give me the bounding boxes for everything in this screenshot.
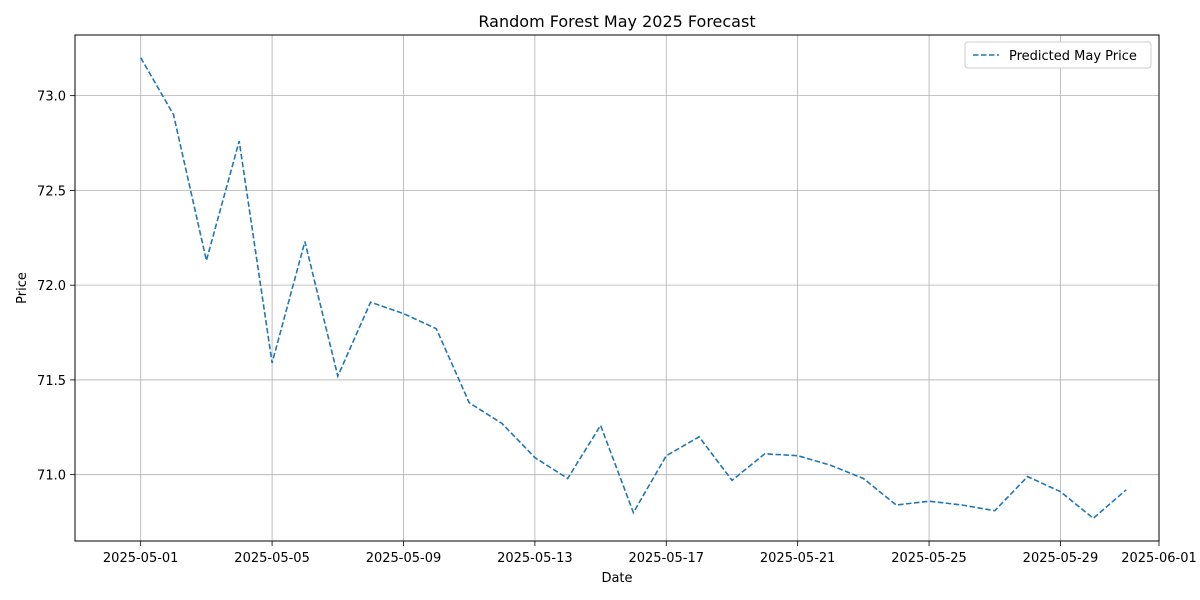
series-layer — [140, 57, 1127, 520]
y-tick-label: 71.0 — [37, 469, 66, 484]
y-axis: 71.0 71.5 72.0 72.5 73.0 — [37, 90, 75, 484]
plot-frame — [74, 34, 1160, 542]
y-tick-label: 73.0 — [37, 90, 66, 105]
series-line — [140, 57, 1127, 520]
y-tick-label: 72.0 — [37, 279, 66, 294]
legend: Predicted May Price — [964, 41, 1152, 69]
legend-label: Predicted May Price — [1009, 49, 1137, 64]
x-axis: 2025-05-01 2025-05-05 2025-05-09 2025-05-13… — [103, 541, 1197, 566]
x-tick-label: 2025-05-13 — [497, 551, 573, 566]
x-tick-label: 2025-06-01 — [1121, 551, 1197, 566]
y-tick-label: 72.5 — [37, 184, 66, 199]
x-axis-label: Date — [601, 571, 632, 586]
x-tick-label: 2025-05-17 — [628, 551, 704, 566]
x-tick-label: 2025-05-21 — [760, 551, 836, 566]
x-tick-label: 2025-05-25 — [891, 551, 967, 566]
x-tick-label: 2025-05-09 — [366, 551, 442, 566]
grid — [75, 35, 1160, 541]
x-tick-label: 2025-05-29 — [1023, 551, 1099, 566]
y-tick-label: 71.5 — [37, 374, 66, 389]
chart-title: Random Forest May 2025 Forecast — [478, 12, 755, 31]
y-axis-label: Price — [15, 272, 30, 304]
x-tick-label: 2025-05-01 — [103, 551, 179, 566]
legend-box — [964, 41, 1152, 69]
x-tick-label: 2025-05-05 — [234, 551, 310, 566]
